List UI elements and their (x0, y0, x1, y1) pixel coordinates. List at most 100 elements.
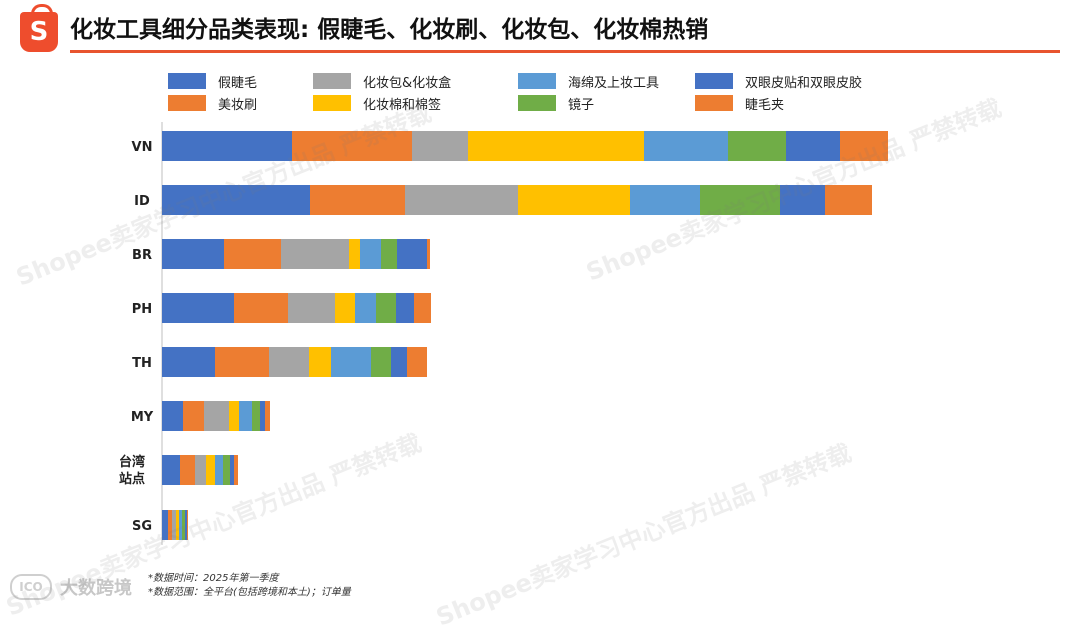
bar-segment (215, 347, 269, 377)
bar-segment (224, 239, 281, 269)
legend-label: 海绵及上妆工具 (568, 75, 660, 91)
bar-segment (168, 510, 172, 540)
category-label: TH (132, 356, 152, 371)
title-divider (70, 50, 1060, 53)
bar-segment (229, 401, 239, 431)
bar-segment (206, 455, 215, 485)
bar-segment (234, 293, 288, 323)
category-label: ID (134, 194, 150, 209)
bar-segment (162, 185, 310, 215)
bar-segment (728, 131, 786, 161)
legend-item: 美妆刷 (168, 94, 258, 113)
bar-segment (292, 131, 412, 161)
bar-segment (176, 510, 179, 540)
legend-item: 睫毛夹 (695, 94, 785, 113)
bar-segment (252, 401, 260, 431)
bar-segment (265, 401, 270, 431)
bar-segment (381, 239, 397, 269)
legend-label: 双眼皮贴和双眼皮胶 (745, 75, 863, 91)
bar-segment (162, 455, 180, 485)
legend-label: 睫毛夹 (745, 97, 785, 113)
legend-label: 化妆包&化妆盒 (363, 75, 452, 91)
note-scope: *数据范围：全平台(包括跨境和本土)；订单量 (148, 587, 351, 598)
bar-segment (204, 401, 229, 431)
bar-segment (371, 347, 391, 377)
bar-segment (162, 293, 234, 323)
bar-segment (230, 455, 234, 485)
bar-segment (162, 347, 215, 377)
bar-segment (360, 239, 381, 269)
bar-segment (391, 347, 407, 377)
legend-swatch (695, 73, 733, 89)
category-label: VN (132, 140, 153, 155)
legend-item: 海绵及上妆工具 (518, 72, 660, 91)
legend-item: 假睫毛 (168, 72, 258, 91)
bar-segment (355, 293, 376, 323)
header: S 化妆工具细分品类表现: 假睫毛、化妆刷、化妆包、化妆棉热销 (0, 0, 1080, 60)
category-label: PH (132, 302, 152, 317)
bar-segment (180, 455, 195, 485)
bar-segment (349, 239, 360, 269)
bar-segment (187, 510, 188, 540)
bar-segment (396, 293, 414, 323)
legend-item: 镜子 (518, 94, 595, 113)
bar-segment (700, 185, 780, 215)
footnotes: *数据时间：2025年第一季度 *数据范围：全平台(包括跨境和本土)；订单量 (148, 572, 351, 600)
stacked-bar-chart: VN ID BR PH TH MY 台湾站点 SG (119, 122, 888, 545)
bar-segment (335, 293, 355, 323)
bar-segment (780, 185, 825, 215)
page-title: 化妆工具细分品类表现: 假睫毛、化妆刷、化妆包、化妆棉热销 (70, 17, 709, 43)
legend-swatch (168, 95, 206, 111)
bar-segment (309, 347, 331, 377)
bar-segment (239, 401, 252, 431)
bar-segment (407, 347, 427, 377)
legend-swatch (518, 73, 556, 89)
legend-label: 美妆刷 (218, 97, 258, 113)
bar-segment (162, 401, 183, 431)
legend-item: 双眼皮贴和双眼皮胶 (695, 72, 863, 91)
bar-segment (644, 131, 728, 161)
legend-label: 假睫毛 (218, 75, 258, 91)
bar-segment (786, 131, 840, 161)
bar-segment (179, 510, 182, 540)
category-label: SG (132, 519, 152, 534)
bar-segment (162, 510, 168, 540)
legend-label: 镜子 (568, 97, 595, 113)
bar-segment (281, 239, 349, 269)
legend-swatch (168, 73, 206, 89)
legend-item: 化妆包&化妆盒 (313, 72, 452, 91)
bar-segment (183, 401, 204, 431)
bar-segment (260, 401, 265, 431)
bar-segment (288, 293, 335, 323)
bar-segment (182, 510, 185, 540)
brand-icon: ICO (10, 574, 52, 600)
bar-segment (825, 185, 872, 215)
bar-segment (185, 510, 187, 540)
bar-segment (195, 455, 206, 485)
bar-segment (269, 347, 309, 377)
legend-swatch (313, 73, 351, 89)
bar-segment (223, 455, 230, 485)
bar-segment (376, 293, 396, 323)
bar-segment (468, 131, 644, 161)
chart-legend: 假睫毛 化妆包&化妆盒 海绵及上妆工具 双眼皮贴和双眼皮胶美妆刷 化妆棉和棉签 镜子 睫毛夹 (168, 72, 1068, 114)
legend-item: 化妆棉和棉签 (313, 94, 442, 113)
bar-segment (310, 185, 405, 215)
bar-segment (412, 131, 468, 161)
bar-segment (518, 185, 630, 215)
legend-label: 化妆棉和棉签 (363, 97, 442, 113)
shopee-bag-icon: S (20, 4, 58, 52)
note-time: *数据时间：2025年第一季度 (148, 573, 279, 584)
bar-segment (234, 455, 238, 485)
bar-segment (331, 347, 371, 377)
bar-segment (162, 239, 224, 269)
bar-segment (427, 239, 430, 269)
bar-segment (172, 510, 176, 540)
bar-segment (840, 131, 888, 161)
category-label: 台湾站点 (119, 454, 145, 487)
category-label: BR (132, 248, 152, 263)
legend-swatch (313, 95, 351, 111)
bar-segment (215, 455, 223, 485)
bar-segment (405, 185, 518, 215)
brand-text: 大数跨境 (60, 578, 132, 599)
